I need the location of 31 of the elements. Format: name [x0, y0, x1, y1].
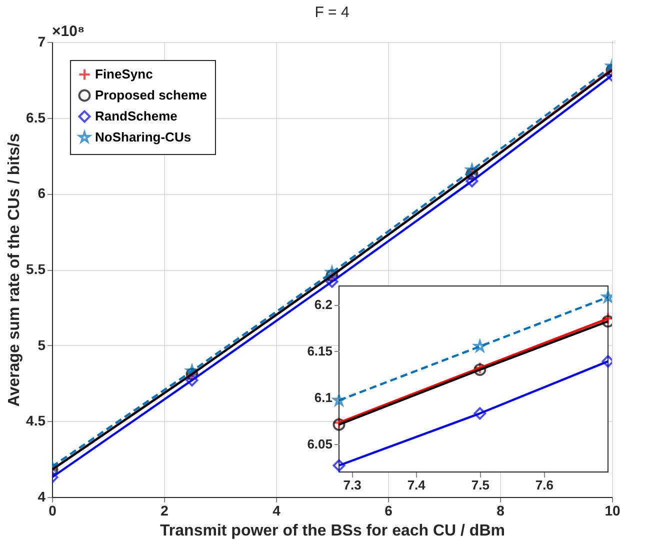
y-tick-label: 6	[38, 185, 46, 202]
x-tick-label: 7.5	[471, 478, 490, 492]
y-tick-label: 5.5	[26, 261, 46, 277]
x-tick-label: 8	[496, 502, 505, 518]
text: ×10⁸	[52, 23, 85, 40]
y-tick-label: 6.1	[314, 390, 332, 406]
x-tick-label: 7.6	[535, 478, 554, 492]
y-axis-title: Average sum rate of the CUs / bits/s	[6, 133, 24, 407]
y-tick-label: 6.15	[307, 344, 332, 359]
y-tick-label: 6.2	[314, 297, 332, 312]
x-tick-label: 4	[272, 502, 281, 518]
chart-title: F = 4	[314, 4, 350, 21]
x-axis-title: Transmit power of the BSs for each CU / dBm	[160, 522, 505, 540]
y-tick-label: 6.05	[307, 436, 332, 452]
legend-label: FineSync	[95, 66, 153, 82]
x-tick-label: 10	[604, 502, 620, 518]
x-tick-label: 6	[384, 502, 393, 518]
x-tick-label: 7.4	[407, 478, 426, 492]
point	[474, 407, 486, 420]
y-tick-label: 5	[38, 336, 46, 353]
legend-label: RandScheme	[95, 108, 178, 124]
point	[332, 459, 346, 472]
x-tick-label: 2	[160, 502, 169, 518]
y-tick-label: 7	[38, 34, 46, 50]
legend-label: Proposed scheme	[95, 88, 207, 102]
y-tick-label: 6.5	[26, 109, 46, 126]
x-tick-label: 7.3	[343, 478, 362, 492]
x-tick-label: 0	[48, 502, 57, 518]
y-tick-label: 4.5	[26, 412, 46, 429]
legend-label: NoSharing-CUs	[95, 130, 192, 144]
y-tick-label: 4	[38, 488, 46, 504]
